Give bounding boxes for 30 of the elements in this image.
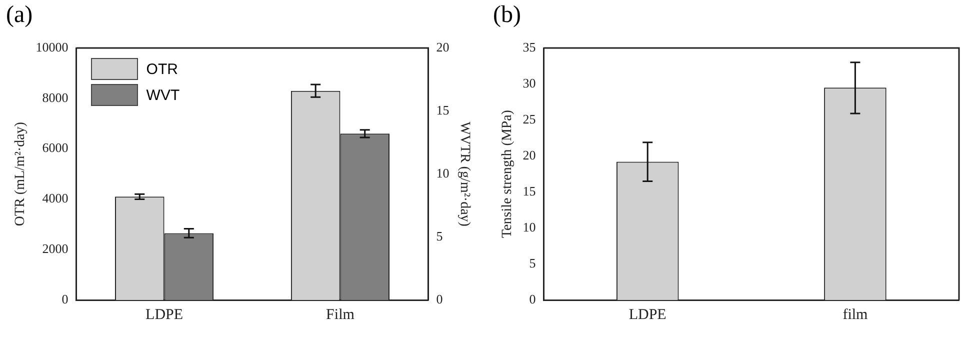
x-tick-label: LDPE bbox=[146, 306, 184, 323]
y2-tick-label: 15 bbox=[436, 102, 450, 118]
y-tick-label: 5 bbox=[529, 255, 536, 270]
y-tick-label: 0 bbox=[62, 291, 68, 306]
y-tick-label: 10 bbox=[522, 219, 536, 234]
y-tick-label: 20 bbox=[522, 147, 536, 162]
y-tick-label: 4000 bbox=[42, 190, 68, 206]
legend-label: OTR bbox=[146, 60, 178, 78]
y-axis-title: Tensile strength (MPa) bbox=[500, 110, 516, 238]
y-tick-label: 15 bbox=[522, 183, 536, 198]
x-tick-label: film bbox=[842, 306, 868, 323]
y2-tick-label: 5 bbox=[436, 228, 443, 244]
y-tick-label: 35 bbox=[522, 39, 536, 54]
x-tick-label: LDPE bbox=[628, 306, 666, 323]
y-tick-label: 30 bbox=[522, 75, 536, 90]
y-tick-label: 2000 bbox=[42, 241, 68, 256]
y-tick-label: 0 bbox=[529, 291, 536, 306]
y2-tick-label: 10 bbox=[436, 165, 450, 180]
legend-label: WVT bbox=[146, 86, 180, 104]
y-tick-label: 6000 bbox=[42, 140, 68, 156]
y-tick-label: 8000 bbox=[42, 90, 68, 105]
y-axis-title: OTR (mL/m²·day) bbox=[13, 122, 28, 226]
y2-tick-label: 0 bbox=[436, 291, 443, 306]
y-tick-label: 10000 bbox=[36, 39, 68, 54]
text: (a) bbox=[6, 2, 33, 29]
text: (b) bbox=[493, 2, 521, 29]
y-tick-label: 25 bbox=[522, 111, 536, 126]
x-tick-label: Film bbox=[326, 306, 355, 323]
y2-tick-label: 20 bbox=[436, 39, 450, 54]
y2-axis-title: WVTR (g/m²·day) bbox=[456, 122, 472, 227]
